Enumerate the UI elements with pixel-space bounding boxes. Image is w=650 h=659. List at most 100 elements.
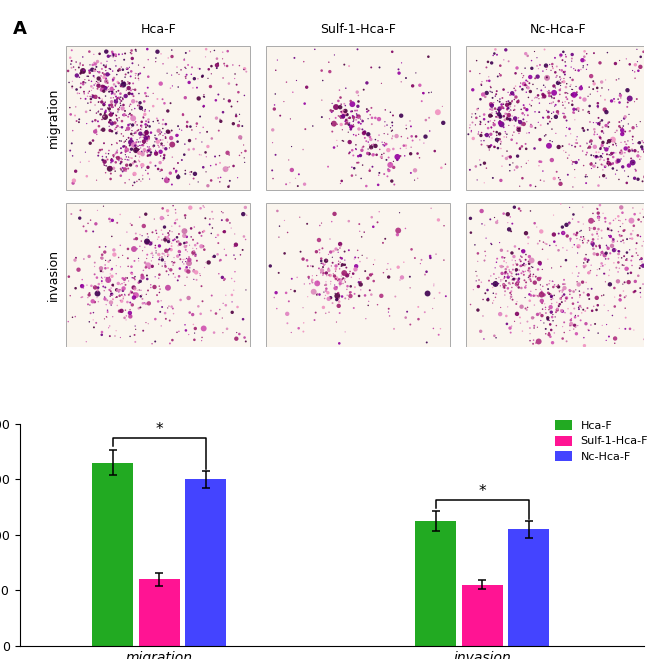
Point <box>610 169 621 179</box>
Point <box>120 290 130 301</box>
Point <box>307 277 318 288</box>
Point <box>165 168 176 179</box>
Point <box>499 279 509 289</box>
Point <box>634 263 645 273</box>
Point <box>237 148 247 158</box>
Point <box>516 283 526 293</box>
Point <box>377 152 387 162</box>
Point <box>514 128 524 138</box>
Point <box>338 278 348 289</box>
Point <box>488 282 498 293</box>
Point <box>475 117 486 127</box>
Point <box>129 156 139 167</box>
Point <box>75 58 85 69</box>
Point <box>332 291 343 301</box>
Point <box>367 119 377 129</box>
Point <box>530 123 541 133</box>
Point <box>125 288 135 299</box>
Point <box>352 44 363 55</box>
Point <box>344 61 354 71</box>
Point <box>584 107 594 118</box>
Point <box>533 117 543 128</box>
Point <box>108 294 118 304</box>
Point <box>352 87 363 98</box>
Point <box>335 241 346 252</box>
Point <box>632 138 643 148</box>
Point <box>531 284 541 295</box>
Point <box>598 165 608 175</box>
Point <box>88 314 98 325</box>
Point <box>501 108 512 119</box>
Point <box>185 121 196 132</box>
Point <box>109 163 119 173</box>
Point <box>84 46 94 57</box>
Point <box>350 144 361 154</box>
Point <box>324 265 334 275</box>
Point <box>396 57 407 68</box>
Point <box>283 296 294 306</box>
Point <box>333 288 343 299</box>
Point <box>348 268 358 279</box>
Point <box>99 60 109 71</box>
Point <box>71 57 81 67</box>
Point <box>532 84 542 94</box>
Point <box>526 262 537 272</box>
Point <box>166 241 177 251</box>
Point <box>338 273 348 283</box>
Point <box>512 63 522 73</box>
Point <box>370 134 381 145</box>
Point <box>489 48 500 59</box>
Point <box>70 110 80 121</box>
Point <box>102 56 112 67</box>
Point <box>133 125 143 136</box>
Point <box>114 136 125 146</box>
Point <box>493 71 503 82</box>
Point <box>533 63 543 74</box>
Point <box>111 260 122 271</box>
Point <box>627 158 638 168</box>
Point <box>107 96 117 107</box>
Point <box>499 111 509 121</box>
Point <box>627 65 638 76</box>
Point <box>159 213 169 223</box>
Point <box>131 69 142 79</box>
Point <box>560 57 570 67</box>
Point <box>269 292 280 302</box>
Point <box>571 104 582 115</box>
Point <box>136 132 146 142</box>
Point <box>70 166 81 177</box>
Point <box>162 68 172 78</box>
Point <box>270 89 281 100</box>
Point <box>580 171 591 182</box>
Point <box>484 72 494 82</box>
Point <box>315 248 325 258</box>
Point <box>593 224 604 235</box>
Point <box>104 272 114 283</box>
Point <box>574 286 584 297</box>
Point <box>157 138 167 149</box>
Point <box>593 328 603 339</box>
Point <box>87 65 98 75</box>
Point <box>426 87 437 98</box>
Point <box>188 264 199 275</box>
Point <box>147 261 157 272</box>
Point <box>133 71 144 81</box>
Point <box>377 137 387 148</box>
Point <box>581 178 592 188</box>
Point <box>121 165 131 176</box>
Point <box>111 268 122 279</box>
Point <box>389 162 399 173</box>
Point <box>493 143 503 154</box>
Point <box>517 108 528 119</box>
Point <box>275 110 285 121</box>
Point <box>633 214 644 225</box>
Point <box>619 238 629 248</box>
Point <box>593 212 604 223</box>
Point <box>565 287 575 297</box>
Point <box>99 72 109 82</box>
Point <box>583 283 593 294</box>
Point <box>193 177 203 187</box>
Point <box>125 159 136 170</box>
Point <box>180 210 190 221</box>
Point <box>116 129 127 139</box>
